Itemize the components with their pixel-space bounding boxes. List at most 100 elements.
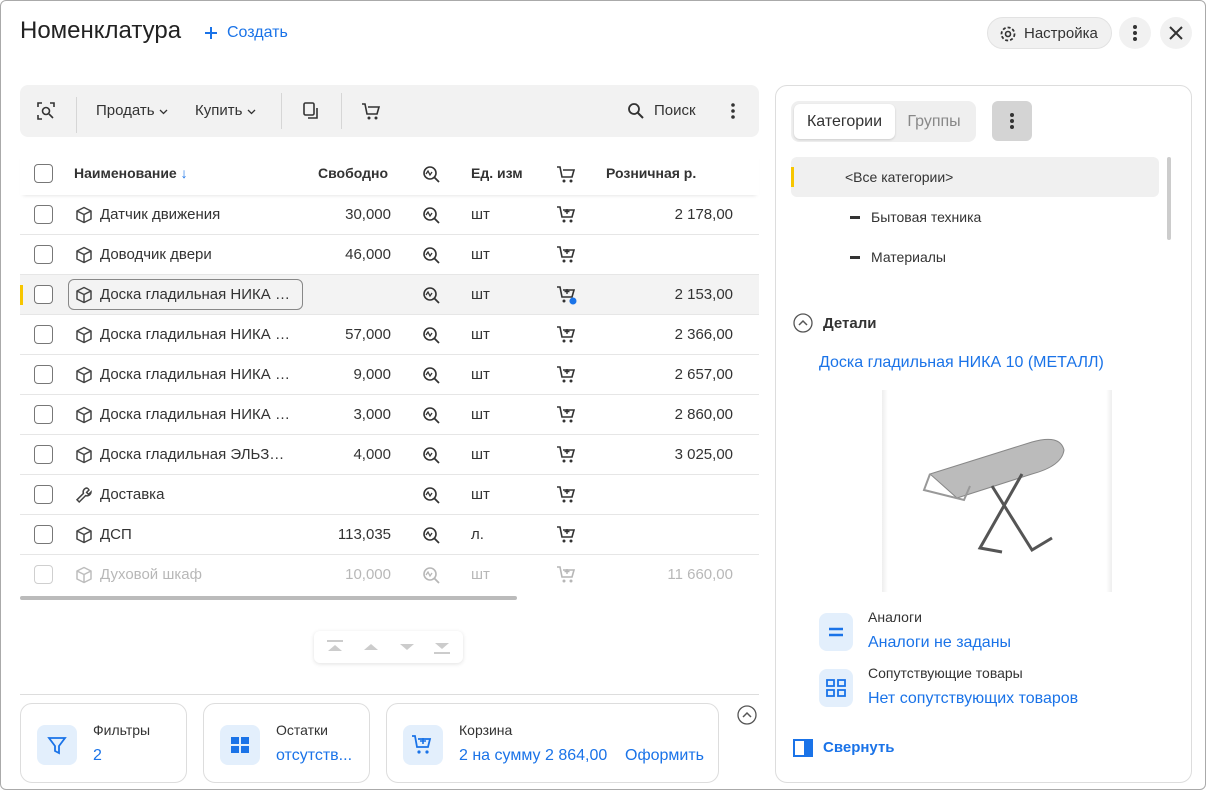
add-to-cart[interactable] [556, 364, 578, 386]
tab-active[interactable]: Категории [794, 104, 895, 139]
item-name[interactable]: Доска гладильная НИКА … [100, 366, 290, 383]
filters-card[interactable]: Фильтры 2 [20, 703, 187, 783]
h-scrollbar[interactable] [20, 596, 517, 600]
filters-value[interactable]: 2 [93, 747, 102, 764]
search-button[interactable]: Поиск [654, 102, 696, 119]
side-more[interactable] [992, 101, 1032, 141]
buy-menu[interactable]: Купить [195, 102, 256, 119]
analogs-link[interactable]: Аналоги не заданы [868, 634, 1012, 651]
table-row[interactable]: Доска гладильная НИКА … шт 2 153,00 [20, 275, 759, 315]
sell-menu[interactable]: Продать [96, 102, 168, 119]
item-name[interactable]: Доводчик двери [100, 246, 212, 263]
item-unit: шт [471, 326, 490, 343]
sell-label: Продать [96, 102, 155, 119]
cart-button[interactable] [361, 101, 381, 121]
table-row[interactable]: Доска гладильная НИКА … 9,000 шт 2 657,00 [20, 355, 759, 395]
column-header[interactable]: Свободно [318, 165, 388, 181]
row-checkbox[interactable] [34, 325, 53, 344]
create-button[interactable]: Создать [227, 24, 288, 41]
more-button[interactable] [1119, 17, 1151, 49]
analysis-icon[interactable] [421, 565, 441, 585]
scan-button[interactable] [36, 101, 56, 121]
add-to-cart[interactable] [556, 404, 578, 426]
table-row[interactable]: Духовой шкаф 10,000 шт 11 660,00 [20, 555, 759, 595]
v-scrollbar[interactable] [1167, 157, 1171, 240]
add-to-cart[interactable] [556, 564, 578, 586]
table-row[interactable]: Доска гладильная НИКА … 3,000 шт 2 860,00 [20, 395, 759, 435]
add-to-cart[interactable] [556, 244, 578, 266]
toolbar-more[interactable] [723, 101, 743, 121]
details-toggle[interactable] [793, 313, 813, 333]
item-name[interactable]: Духовой шкаф [100, 566, 202, 583]
cart-value[interactable]: 2 на сумму 2 864,00 [459, 747, 608, 764]
analysis-icon[interactable] [421, 285, 441, 305]
analysis-icon[interactable] [421, 485, 441, 505]
add-to-cart[interactable] [556, 524, 578, 546]
row-checkbox[interactable] [34, 365, 53, 384]
analysis-icon[interactable] [421, 405, 441, 425]
item-link[interactable]: Доска гладильная НИКА 10 (МЕТАЛЛ) [819, 354, 1104, 371]
analysis-icon[interactable] [421, 445, 441, 465]
row-checkbox[interactable] [34, 525, 53, 544]
table-row[interactable]: Доводчик двери 46,000 шт [20, 235, 759, 275]
column-header[interactable]: Наименование ↓ [74, 165, 188, 181]
row-checkbox[interactable] [34, 485, 53, 504]
analysis-icon[interactable] [421, 365, 441, 385]
row-checkbox[interactable] [34, 405, 53, 424]
item-name[interactable]: Доставка [100, 486, 165, 503]
item-icon [75, 406, 93, 424]
add-to-cart[interactable] [556, 444, 578, 466]
table-row[interactable]: ДСП 113,035 л. [20, 515, 759, 555]
add-to-cart[interactable] [556, 484, 578, 506]
stock-label: Остатки [276, 722, 328, 738]
stock-card[interactable]: Остатки отсутств... [203, 703, 370, 783]
select-all-checkbox[interactable] [34, 164, 53, 183]
related-link[interactable]: Нет сопутствующих товаров [868, 690, 1079, 707]
row-checkbox[interactable] [34, 285, 53, 304]
item-price: 3 025,00 [674, 446, 733, 463]
category-selected[interactable]: <Все категории> [791, 157, 1159, 197]
table-row[interactable]: Датчик движения 30,000 шт 2 178,00 [20, 195, 759, 235]
table-row[interactable]: Доска гладильная ЭЛЬЗ… 4,000 шт 3 025,00 [20, 435, 759, 475]
collapse-button[interactable]: Свернуть [823, 739, 895, 756]
category-item[interactable]: Материалы [871, 249, 946, 265]
item-name[interactable]: Доска гладильная НИКА … [100, 326, 290, 343]
item-name[interactable]: Датчик движения [100, 206, 221, 223]
analysis-icon[interactable] [421, 325, 441, 345]
cart-card[interactable]: Корзина 2 на сумму 2 864,00 Оформить [386, 703, 719, 783]
add-to-cart[interactable] [556, 284, 578, 306]
close-button[interactable] [1160, 17, 1192, 49]
copy-button[interactable] [301, 101, 321, 121]
settings-button[interactable]: Настройка [987, 17, 1112, 49]
analysis-icon[interactable] [421, 245, 441, 265]
row-checkbox[interactable] [34, 205, 53, 224]
checkout-link[interactable]: Оформить [625, 747, 705, 764]
item-icon [75, 526, 93, 544]
tab[interactable]: Группы [907, 113, 961, 130]
item-name[interactable]: Доска гладильная НИКА … [100, 406, 290, 423]
item-name[interactable]: Доска гладильная ЭЛЬЗ… [100, 446, 285, 463]
item-name[interactable]: Доска гладильная НИКА … [100, 286, 290, 303]
row-checkbox[interactable] [34, 565, 53, 584]
item-unit: шт [471, 246, 490, 263]
row-checkbox[interactable] [34, 445, 53, 464]
collapse-icon [793, 739, 813, 757]
item-free: 4,000 [353, 446, 391, 463]
add-to-cart[interactable] [556, 324, 578, 346]
analysis-icon[interactable] [421, 525, 441, 545]
column-header[interactable]: Ед. изм [471, 165, 523, 181]
row-checkbox[interactable] [34, 245, 53, 264]
row-navigator [314, 631, 463, 663]
category-item[interactable]: Бытовая техника [871, 209, 982, 225]
settings-label: Настройка [1024, 25, 1098, 42]
table-row[interactable]: Доска гладильная НИКА … 57,000 шт 2 366,00 [20, 315, 759, 355]
item-name[interactable]: ДСП [100, 526, 132, 543]
expand-footer[interactable] [737, 705, 757, 725]
stock-value[interactable]: отсутств... [276, 747, 353, 764]
item-price: 2 178,00 [674, 206, 733, 223]
category-label: <Все категории> [845, 169, 954, 185]
column-header[interactable]: Розничная р. [606, 165, 697, 181]
add-to-cart[interactable] [556, 204, 578, 226]
analysis-icon[interactable] [421, 205, 441, 225]
table-row[interactable]: Доставка шт [20, 475, 759, 515]
